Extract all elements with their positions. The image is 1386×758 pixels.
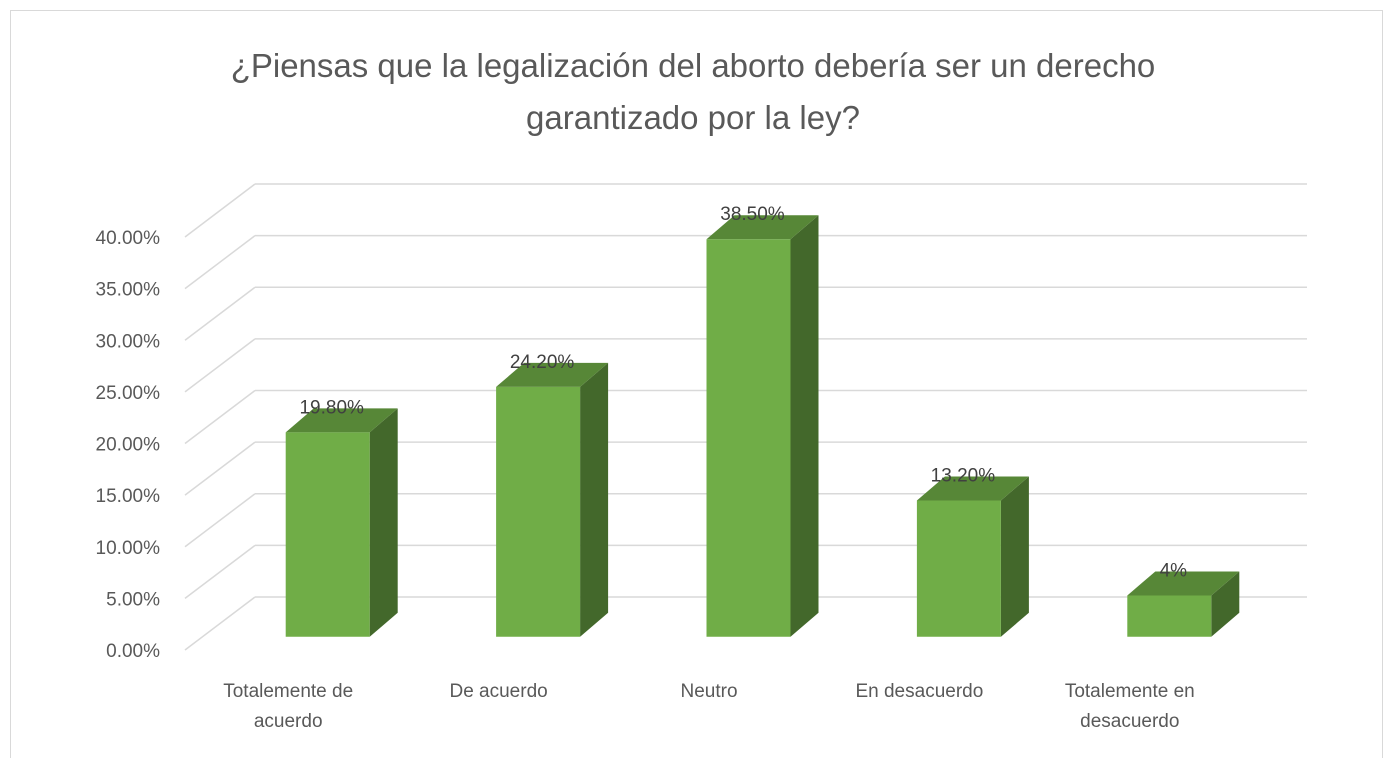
bar-front xyxy=(916,500,1001,637)
bar xyxy=(1127,571,1240,637)
y-tick-label: 25.00% xyxy=(96,383,161,404)
y-tick-label: 30.00% xyxy=(96,331,161,352)
chart-border xyxy=(10,10,1383,758)
y-tick-label: 35.00% xyxy=(96,280,161,301)
grid-line-side xyxy=(184,338,256,393)
value-label: 19.80% xyxy=(299,397,364,418)
bar-top xyxy=(1127,571,1240,596)
grid-line-side xyxy=(184,544,256,599)
grid-line-side xyxy=(184,286,256,341)
grid-line-side xyxy=(184,493,256,548)
grid-line-side xyxy=(184,235,256,290)
bar-side xyxy=(1000,476,1029,637)
bar-front xyxy=(1127,595,1212,637)
bar xyxy=(706,215,819,637)
value-label: 24.20% xyxy=(510,352,575,373)
y-tick-label: 5.00% xyxy=(106,589,160,610)
x-tick-label: En desacuerdo xyxy=(855,681,984,702)
bar-top xyxy=(285,408,398,433)
bar-side xyxy=(1211,571,1240,637)
y-tick-label: 10.00% xyxy=(96,538,161,559)
bar xyxy=(916,476,1029,637)
grid-line-side xyxy=(184,441,256,496)
bar-top xyxy=(706,215,819,240)
bar-side xyxy=(790,215,819,637)
bar-top xyxy=(916,476,1029,501)
x-tick-label: Neutro xyxy=(680,681,738,702)
grid-line-side xyxy=(184,183,256,238)
bar-front xyxy=(706,239,791,637)
y-tick-label: 40.00% xyxy=(96,228,161,249)
y-tick-label: 20.00% xyxy=(96,435,161,456)
value-label: 38.50% xyxy=(720,204,785,225)
y-tick-label: 0.00% xyxy=(106,641,160,662)
bar-side xyxy=(369,408,398,637)
x-tick-label: Totalemente de acuerdo xyxy=(223,681,354,732)
chart-title: ¿Piensas que la legalización del aborto … xyxy=(230,47,1156,136)
value-label: 4% xyxy=(1160,560,1188,581)
bar xyxy=(496,362,609,637)
x-tick-label: De acuerdo xyxy=(449,681,548,702)
bar-top xyxy=(496,362,609,387)
x-tick-label: Totalemente en desacuerdo xyxy=(1064,681,1195,732)
bar-front xyxy=(496,386,581,637)
bar-side xyxy=(580,362,609,637)
grid-line-side xyxy=(184,389,256,445)
bar xyxy=(285,408,398,637)
value-label: 13.20% xyxy=(931,465,996,486)
grid-line-side xyxy=(184,596,256,651)
bar-front xyxy=(285,432,370,637)
y-tick-label: 15.00% xyxy=(96,486,161,507)
